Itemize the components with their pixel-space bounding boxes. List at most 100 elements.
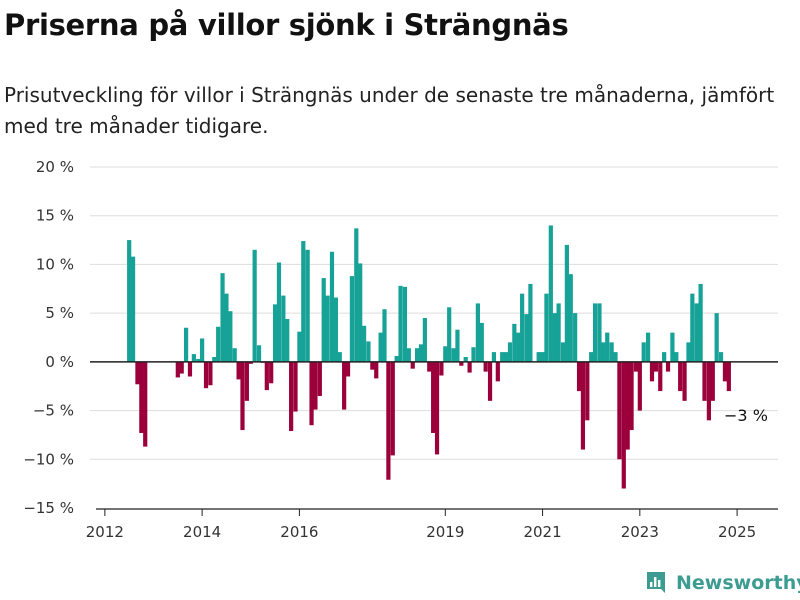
bar [345, 361, 351, 377]
bar [686, 342, 691, 362]
bar [244, 361, 249, 401]
bar [317, 361, 322, 396]
bar [232, 348, 237, 362]
bar [236, 361, 241, 380]
bar [358, 263, 363, 362]
bar [491, 352, 497, 362]
bar [580, 361, 586, 450]
bar [276, 262, 282, 362]
bar [552, 313, 557, 362]
bar [662, 352, 667, 362]
bar [374, 361, 379, 379]
y-tick-label: 20 % [36, 158, 74, 176]
bar [629, 361, 634, 431]
bar [503, 352, 509, 362]
bar [281, 295, 286, 362]
bar [361, 325, 367, 362]
bar [495, 361, 500, 382]
bar [500, 352, 505, 362]
bar [418, 344, 424, 362]
bar [269, 361, 274, 384]
bar [564, 244, 569, 362]
y-axis-ticks: 20 % 15 % 10 % 5 % 0 % −5 % −10 % −15 % [23, 158, 74, 517]
bar [544, 293, 549, 362]
x-tick-label: 2021 [523, 523, 561, 541]
bar [301, 241, 306, 362]
bar [386, 361, 391, 480]
bar [479, 322, 484, 362]
bar [516, 332, 521, 362]
bar [309, 361, 314, 426]
bar [722, 361, 728, 382]
bar [187, 361, 193, 377]
bar [536, 352, 541, 362]
bar [342, 361, 347, 410]
bar [127, 240, 132, 362]
y-tick-label: 0 % [45, 353, 74, 371]
bar [305, 249, 310, 362]
y-tick-label: 15 % [36, 207, 74, 225]
bar [406, 348, 411, 362]
bar [633, 361, 639, 372]
bar-series [127, 225, 731, 489]
bar [434, 361, 440, 455]
x-tick-label: 2016 [280, 523, 318, 541]
bar [191, 354, 196, 362]
bar [649, 361, 655, 382]
bar [674, 352, 679, 362]
bar [325, 295, 330, 362]
bar-chart-icon [647, 572, 665, 593]
bar [175, 361, 180, 378]
bar [512, 323, 517, 362]
bar [321, 278, 326, 362]
bar [726, 361, 731, 392]
bar [443, 346, 448, 362]
bar [617, 361, 622, 460]
bar [560, 342, 566, 362]
bar [333, 297, 338, 362]
bar [451, 348, 456, 362]
bar [252, 249, 257, 362]
bar [427, 361, 432, 372]
bar [520, 293, 525, 362]
y-tick-label: −5 % [33, 402, 74, 420]
bar [507, 342, 513, 362]
bar [625, 361, 630, 450]
bar [471, 347, 476, 362]
bar [475, 303, 480, 362]
bar [240, 361, 245, 431]
bar [390, 361, 395, 456]
bar [568, 274, 573, 362]
bar [698, 283, 703, 362]
bar [483, 361, 488, 372]
bar [718, 352, 724, 362]
bar [212, 356, 217, 362]
bar [665, 361, 671, 372]
bar-chart: 20 %15 %10 %5 %0 %−5 %−10 %−15 % 2012 201… [23, 158, 778, 541]
y-tick-label: 5 % [45, 304, 74, 322]
brand-name: Newsworthy [676, 572, 800, 594]
bar [179, 361, 184, 374]
bar [702, 361, 707, 401]
bar [354, 228, 359, 362]
bar [592, 303, 598, 362]
bar [690, 293, 695, 362]
bar [183, 327, 189, 362]
bar [455, 329, 460, 362]
bar [248, 361, 253, 364]
bar [366, 341, 371, 362]
bar [203, 361, 209, 389]
bar [524, 314, 529, 362]
bar [439, 361, 444, 376]
bar [431, 361, 436, 433]
bar [694, 303, 699, 362]
bar [573, 313, 578, 362]
bar [402, 286, 408, 362]
last-value-label: −3 % [724, 406, 768, 425]
bar [641, 342, 646, 362]
bar [143, 361, 148, 447]
bar [585, 361, 590, 421]
bar [394, 356, 399, 362]
bar [272, 304, 278, 362]
bar [621, 361, 626, 489]
